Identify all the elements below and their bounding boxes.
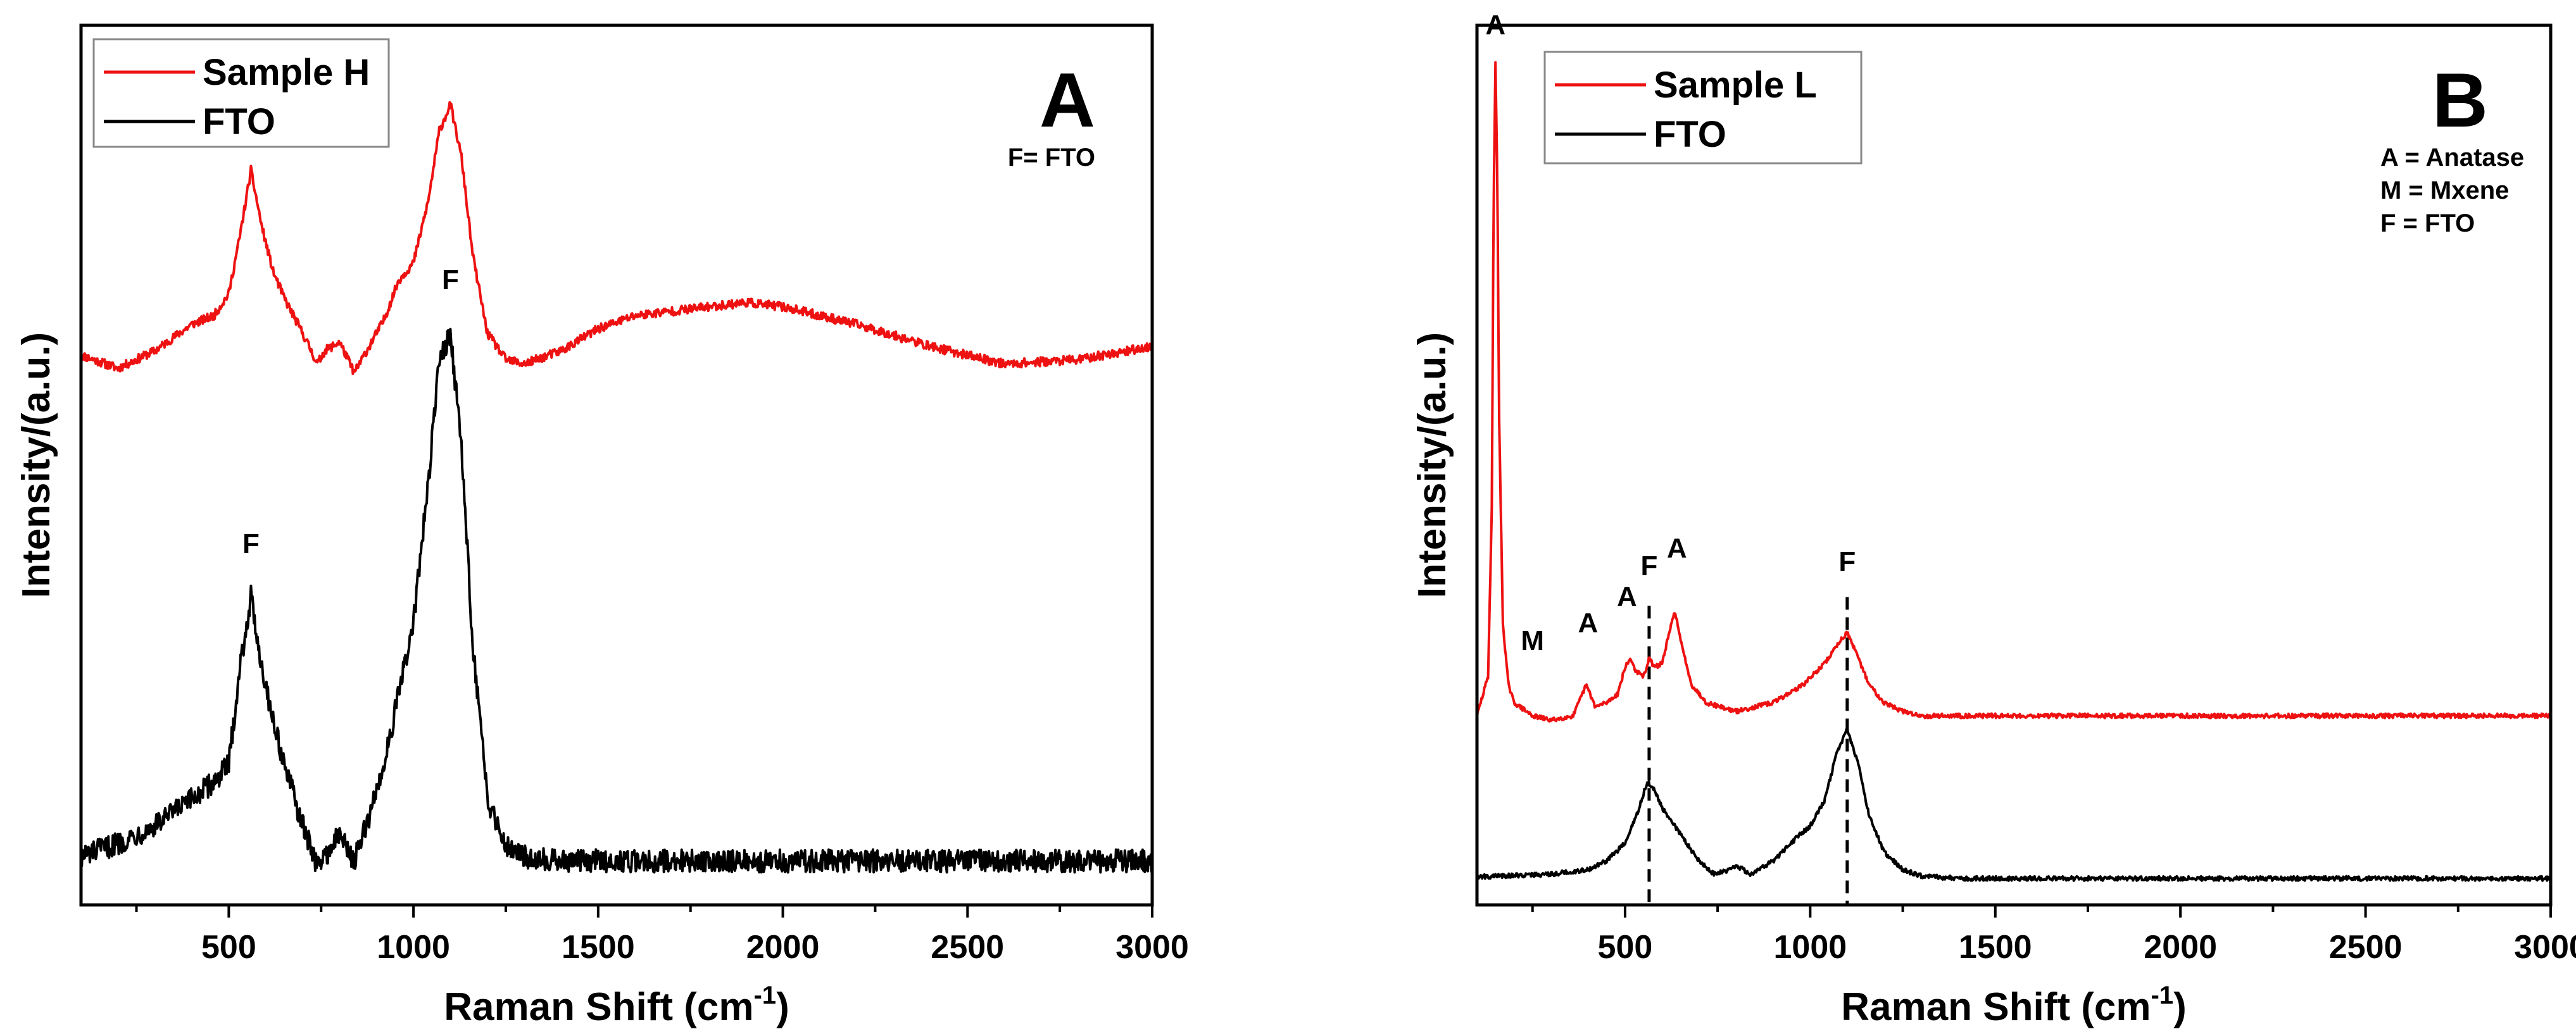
x-axis-label-superscript: -1 bbox=[753, 981, 776, 1009]
x-tick-label: 2500 bbox=[2329, 929, 2403, 966]
peak-label: F bbox=[442, 265, 459, 296]
x-axis-label-end: ) bbox=[2173, 985, 2187, 1029]
note-line: A = Anatase bbox=[2380, 144, 2524, 171]
x-tick-label: 1500 bbox=[1959, 929, 2032, 966]
x-axis-label-superscript: -1 bbox=[2151, 981, 2173, 1009]
legend: Sample H FTO bbox=[92, 38, 390, 148]
peak-label: A bbox=[1617, 581, 1637, 612]
peak-label: F bbox=[1838, 546, 1856, 577]
series-line-fto bbox=[1476, 726, 2552, 882]
x-axis-label: Raman Shift (cm-1) bbox=[1841, 981, 2186, 1029]
x-axis-label-end: ) bbox=[776, 985, 789, 1029]
panel-letter: B bbox=[2432, 57, 2488, 143]
legend-box bbox=[1543, 51, 1863, 165]
legend-label: FTO bbox=[203, 101, 275, 142]
plot-frame bbox=[79, 23, 1154, 907]
peak-label: A bbox=[1667, 533, 1687, 564]
x-tick-label: 3000 bbox=[1115, 929, 1189, 966]
legend: Sample L FTO bbox=[1543, 51, 1863, 165]
x-tick-label: 2500 bbox=[931, 929, 1004, 966]
note-line: F = FTO bbox=[2380, 209, 2475, 237]
legend-label: Sample H bbox=[203, 52, 370, 93]
peak-label: A bbox=[1578, 607, 1599, 638]
x-tick-label: 1500 bbox=[562, 929, 635, 966]
x-tick-label: 2000 bbox=[2144, 929, 2217, 966]
series-line-sample-l bbox=[1476, 61, 2552, 723]
plot-frame bbox=[1475, 23, 2553, 907]
peak-label: M bbox=[1521, 625, 1544, 656]
x-tick-label: 3000 bbox=[2514, 929, 2576, 966]
peak-label: F bbox=[242, 528, 260, 559]
panel-letter: A bbox=[1040, 57, 1095, 143]
x-tick-label: 500 bbox=[1598, 929, 1653, 966]
x-tick-label: 1000 bbox=[1774, 929, 1847, 966]
series-line-fto bbox=[80, 327, 1153, 874]
x-axis-label-main: Raman Shift (cm bbox=[444, 985, 753, 1029]
y-axis-label: Intensity/(a.u.) bbox=[1411, 332, 1454, 598]
x-tick-label: 500 bbox=[201, 929, 256, 966]
x-tick-label: 2000 bbox=[746, 929, 820, 966]
peak-label: F bbox=[1640, 551, 1657, 582]
x-axis-label-main: Raman Shift (cm bbox=[1841, 985, 2151, 1029]
legend-box bbox=[92, 38, 390, 148]
note-line: F= FTO bbox=[1008, 144, 1095, 171]
legend-label: FTO bbox=[1654, 114, 1726, 155]
series-line-sample-h bbox=[80, 101, 1153, 375]
chart-panel-a: 500 1000 1500 2000 2500 3000 Raman Shift (cm-1… bbox=[15, 23, 1189, 1029]
note-line: M = Mxene bbox=[2380, 177, 2509, 204]
peak-label: A bbox=[1485, 9, 1505, 40]
y-axis-label: Intensity/(a.u.) bbox=[15, 332, 58, 598]
x-axis-label: Raman Shift (cm-1) bbox=[444, 981, 789, 1029]
legend-label: Sample L bbox=[1654, 65, 1817, 106]
x-tick-label: 1000 bbox=[377, 929, 450, 966]
chart-panel-b: 500 1000 1500 2000 2500 3000 Raman Shift (cm-1… bbox=[1411, 9, 2576, 1029]
